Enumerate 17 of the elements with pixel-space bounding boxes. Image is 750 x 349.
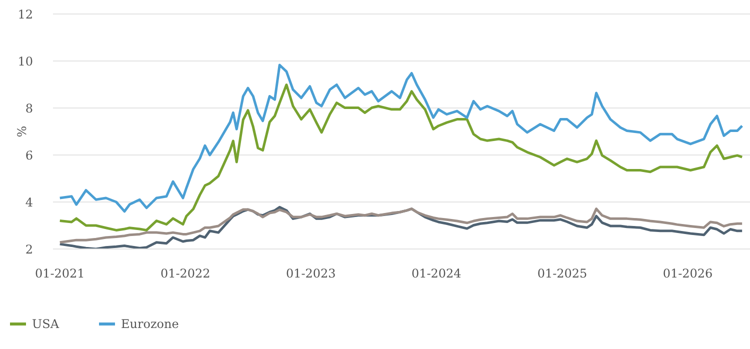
legend-label: USA <box>32 317 59 331</box>
legend-label: Eurozone <box>121 317 179 331</box>
line-series <box>58 83 744 232</box>
x-tick-label: 01-2023 <box>286 266 336 281</box>
x-tick-label: 01-2025 <box>537 266 588 281</box>
x-tick-label: 01-2026 <box>662 266 713 281</box>
y-tick-label: 12 <box>18 7 33 22</box>
x-tick-label: 01-2022 <box>160 266 210 281</box>
y-tick-label: 2 <box>25 242 33 256</box>
y-tick-label: 4 <box>25 195 34 210</box>
y-axis-title: % <box>15 126 29 138</box>
y-tick-label: 8 <box>25 101 33 116</box>
y-tick-label: 10 <box>18 54 33 68</box>
x-tick-label: 01-2024 <box>411 266 462 281</box>
line-series <box>58 64 744 213</box>
y-tick-label: 6 <box>25 148 33 162</box>
x-tick-label: 01-2021 <box>34 266 85 281</box>
